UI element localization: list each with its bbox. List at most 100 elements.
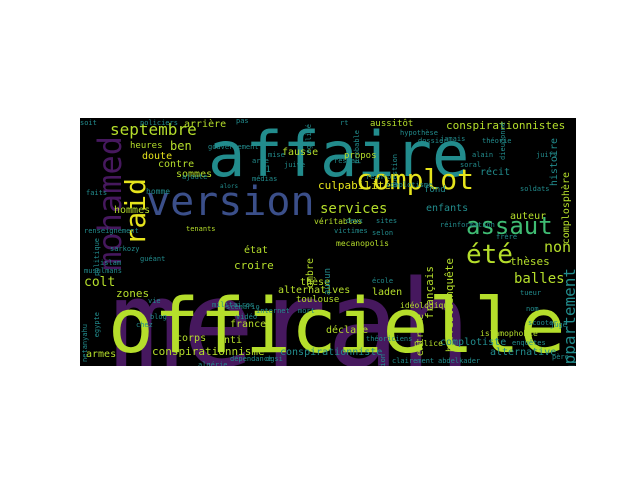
word-ben: ben — [170, 139, 192, 153]
word-militaires: militaires — [212, 301, 255, 309]
word-rt: rt — [340, 119, 349, 127]
word-hommes: hommes — [114, 205, 151, 216]
word-medias: médias — [252, 175, 278, 183]
word-homme: homme — [146, 187, 171, 196]
word-internet: internet — [256, 307, 290, 315]
word-alternative: alternative — [490, 347, 557, 358]
word-algerie: algérie — [198, 361, 228, 367]
word-onze: 11 — [260, 165, 271, 175]
word-egypte: egypte — [93, 312, 101, 338]
word-colt: colt — [84, 275, 116, 290]
word-arriere: arrière — [184, 119, 227, 130]
word-sarkozy: sarkozy — [110, 245, 140, 253]
word-aussitot: aussitôt — [370, 119, 414, 129]
word-anti: anti — [218, 335, 243, 346]
word-dgsi: dgsi — [266, 355, 283, 363]
word-policiers: policiers — [140, 119, 178, 127]
word-islam: islam — [100, 259, 122, 267]
word-assaut: assaut — [466, 212, 553, 240]
word-non: non — [544, 238, 572, 256]
word-netanyahu: netanyahu — [81, 324, 89, 362]
word-police: police — [414, 339, 443, 348]
word-tenants: tenants — [186, 225, 216, 233]
word-histoire: histoire — [549, 138, 560, 187]
word-soldats: soldats — [520, 185, 550, 193]
word-tueur: tueur — [520, 289, 542, 297]
word-islamophobie: islamophobie — [480, 329, 538, 338]
word-theses: thèses — [510, 255, 550, 268]
word-reinformation: réinformation — [440, 221, 495, 229]
word-services: services — [320, 201, 388, 217]
word-egalite: égalité — [305, 124, 313, 154]
word-faits: faits — [86, 189, 108, 197]
word-etat: état — [244, 245, 269, 256]
word-corps: corps — [176, 333, 207, 344]
word-conspirationnisme: conspirationnisme — [152, 345, 265, 358]
word-juive: juive — [284, 161, 306, 169]
word-conspirationnistes: conspirationnistes — [446, 119, 566, 132]
word-abdelkader: abdelkader — [438, 357, 481, 365]
word-ombre: ombre — [305, 258, 316, 289]
word-aucun: aucun — [323, 268, 333, 296]
word-dossier: dossier — [418, 137, 448, 145]
word-reseau: réseau — [334, 157, 360, 165]
word-heures: heures — [130, 141, 163, 151]
word-mecanopolis: mecanopolis — [336, 239, 389, 248]
word-balles: balles — [514, 271, 565, 287]
word-merah: merah — [110, 256, 472, 367]
word-armes: armes — [86, 349, 117, 360]
word-dependance: dépendance — [230, 355, 273, 363]
word-complosphere: complosphère — [561, 172, 572, 245]
word-affaire: affaire — [208, 118, 470, 191]
word-complot: complot — [356, 163, 475, 196]
word-manipulation: manipulation — [379, 354, 387, 366]
word-toulouse: toulouse — [296, 295, 340, 305]
word-croire: croire — [234, 259, 274, 272]
word-laden: laden — [372, 287, 403, 298]
word-these: thèse — [300, 277, 331, 288]
word-chez: chez — [136, 321, 153, 329]
word-selon: selon — [372, 229, 394, 237]
word-complotiste: complotiste — [440, 337, 507, 348]
word-contre: contre — [158, 159, 195, 170]
word-zones: zones — [116, 287, 150, 300]
word-frere: frère — [496, 233, 518, 241]
word-ajoute: ajoute — [182, 173, 208, 181]
word-recit: récit — [480, 167, 511, 178]
word-enquete: enquête — [443, 258, 456, 305]
word-culpabilite: culpabilité — [318, 179, 391, 192]
word-pere: père — [552, 353, 569, 361]
word-cloud: merah affaire officielle version complot moha… — [80, 118, 576, 366]
word-sites: sites — [376, 217, 398, 225]
word-ideologique: idéologique — [400, 301, 453, 310]
word-musulmans: musulmans — [84, 267, 122, 275]
word-enfants: enfants — [426, 203, 469, 214]
word-officielle: officielle — [108, 281, 566, 366]
word-reinfo: reinfo — [366, 173, 392, 181]
word-fausse: fausse — [282, 147, 319, 158]
word-renseignement: renseignement — [84, 227, 139, 235]
word-appartement: appartement — [560, 268, 576, 366]
word-ecole: école — [372, 277, 394, 285]
word-pas: pas — [236, 118, 249, 125]
word-sommes: sommes — [176, 169, 213, 180]
word-soral: soral — [460, 161, 482, 169]
word-conspirationniste: conspirationniste — [280, 347, 383, 358]
word-arme: arme — [252, 157, 269, 165]
word-septembre: septembre — [110, 120, 197, 139]
word-veritables: véritables — [314, 217, 363, 226]
word-jamais: jamais — [440, 135, 466, 143]
word-mise: mise — [268, 151, 285, 159]
word-hypothese: hypothèse — [400, 129, 438, 137]
word-propos: propos — [344, 151, 377, 161]
word-auteur: auteur — [510, 211, 547, 222]
word-fond: fond — [424, 185, 446, 195]
word-extreme: extrême — [415, 314, 426, 357]
word-alors: alors — [220, 183, 239, 190]
word-scenario: scénario — [226, 303, 260, 311]
word-doute: doute — [142, 151, 173, 162]
word-victimes: victimes — [334, 227, 368, 235]
word-complotisme: complotisme — [386, 181, 433, 189]
word-juifs: juifs — [536, 151, 558, 159]
word-vie: vie — [148, 297, 161, 305]
